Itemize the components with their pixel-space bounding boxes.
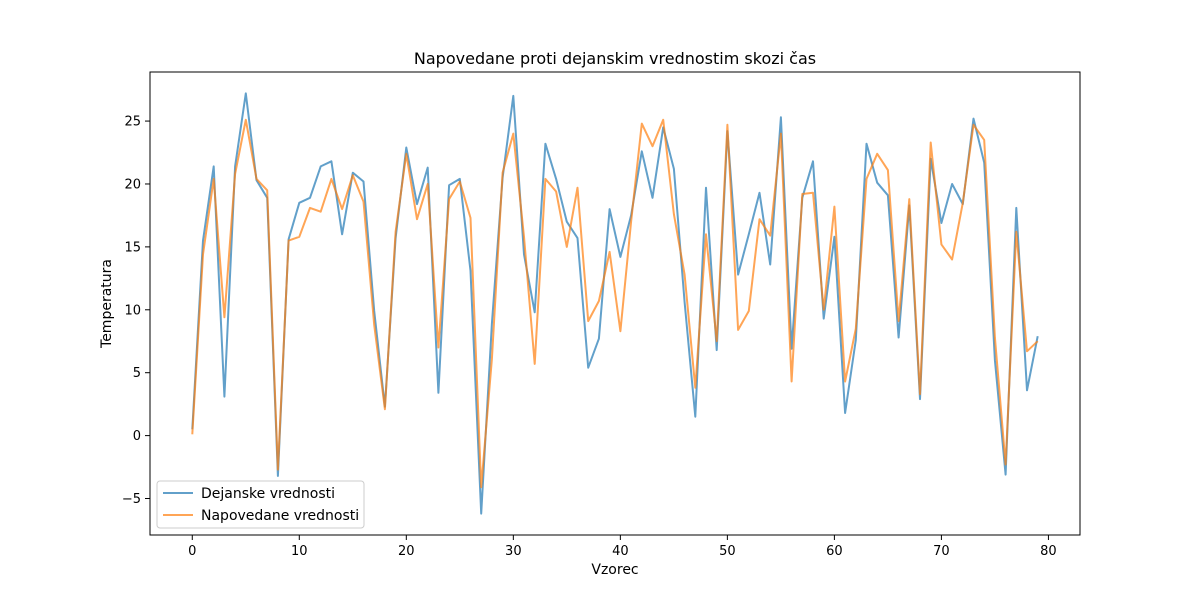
y-tick-label: 10 — [124, 303, 141, 318]
series-line-predicted — [191, 118, 1039, 489]
legend-label-actual: Dejanske vrednosti — [201, 486, 335, 502]
x-axis: 0 10 20 30 40 50 60 70 80 — [188, 535, 1057, 559]
x-tick-label: 30 — [505, 544, 522, 559]
x-tick-label: 80 — [1040, 544, 1057, 559]
y-axis-label: Temperatura — [99, 259, 115, 349]
plot-layer — [191, 92, 1039, 515]
x-tick-label: 40 — [612, 544, 629, 559]
x-tick-label: 50 — [719, 544, 736, 559]
y-tick-label: 5 — [133, 366, 141, 381]
legend-box — [156, 480, 365, 529]
x-tick-label: 60 — [826, 544, 843, 559]
y-axis: −5 0 5 10 15 20 25 — [122, 115, 150, 507]
y-tick-label: 25 — [124, 115, 141, 130]
y-tick-label: −5 — [122, 492, 141, 507]
chart-title: Napovedane proti dejanskim vrednostim sk… — [414, 49, 816, 68]
x-tick-label: 20 — [398, 544, 415, 559]
x-tick-label: 0 — [188, 544, 196, 559]
y-tick-label: 20 — [124, 177, 141, 192]
x-tick-label: 10 — [291, 544, 308, 559]
legend: Dejanske vrednosti Napovedane vrednosti — [156, 480, 365, 529]
x-tick-label: 70 — [933, 544, 950, 559]
y-tick-label: 15 — [124, 240, 141, 255]
series-line-actual — [191, 92, 1039, 515]
plot-frame — [149, 71, 1081, 536]
legend-label-predicted: Napovedane vrednosti — [201, 508, 359, 524]
x-axis-label: Vzorec — [591, 562, 638, 578]
y-tick-label: 0 — [133, 429, 141, 444]
